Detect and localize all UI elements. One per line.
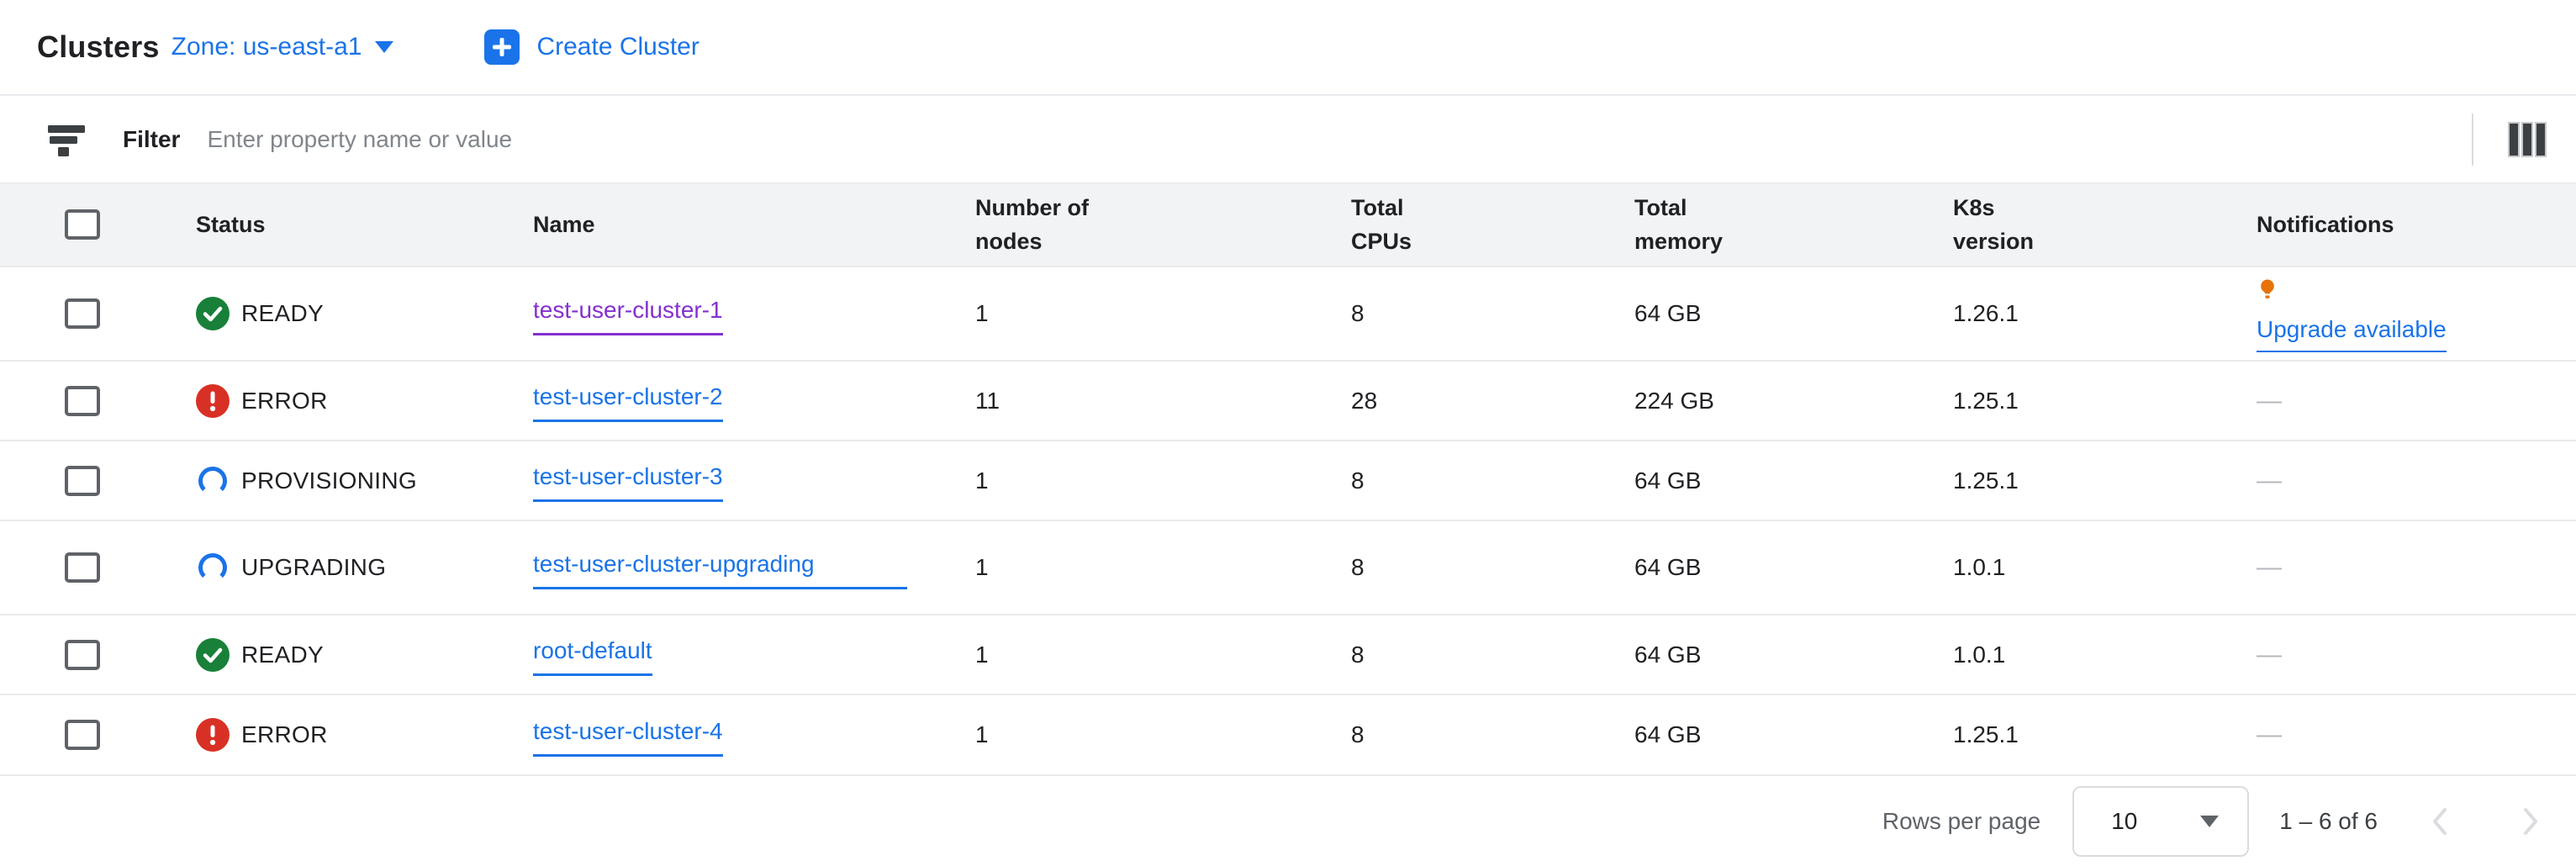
column-header-k8s: K8s version <box>1953 194 2035 255</box>
column-header-name: Name <box>533 211 595 237</box>
nodes-value: 1 <box>975 467 989 494</box>
nodes-value: 1 <box>975 641 989 668</box>
create-cluster-label: Create Cluster <box>536 33 699 61</box>
memory-value: 224 GB <box>1634 387 1714 414</box>
no-notification-dash: — <box>2257 386 2282 415</box>
status-label: READY <box>241 641 324 668</box>
cluster-name-link[interactable]: test-user-cluster-1 <box>533 293 723 335</box>
column-display-button[interactable] <box>2507 121 2547 158</box>
select-all-checkbox[interactable] <box>65 209 100 240</box>
status-label: ERROR <box>241 721 328 747</box>
table-row: READY test-user-cluster-1 1 8 64 GB 1.26… <box>0 267 2576 362</box>
row-checkbox[interactable] <box>65 720 100 750</box>
status-label: PROVISIONING <box>241 467 417 494</box>
zone-selector[interactable]: Zone: us-east-a1 <box>172 33 394 61</box>
chevron-down-icon <box>2200 815 2220 827</box>
cluster-name-link[interactable]: root-default <box>533 633 652 676</box>
upgrade-available-link[interactable]: Upgrade available <box>2257 312 2447 352</box>
status-ready-icon <box>196 637 230 672</box>
k8s-version-value: 1.25.1 <box>1953 387 2019 414</box>
chevron-down-icon <box>375 41 394 53</box>
table-row: READY root-default 1 8 64 GB 1.0.1 — <box>0 615 2576 695</box>
status-error-icon <box>196 718 230 752</box>
chevron-left-icon <box>2433 807 2447 835</box>
page-title: Clusters <box>37 29 160 64</box>
column-header-cpus: Total CPUs <box>1351 194 1412 255</box>
memory-value: 64 GB <box>1634 467 1702 494</box>
filter-input[interactable] <box>207 125 2472 153</box>
no-notification-dash: — <box>2257 640 2282 668</box>
nodes-value: 11 <box>975 387 1000 414</box>
row-checkbox[interactable] <box>65 639 100 670</box>
row-checkbox[interactable] <box>65 385 100 416</box>
filter-bar: Filter <box>0 96 2576 183</box>
no-notification-dash: — <box>2257 466 2282 494</box>
no-notification-dash: — <box>2257 553 2282 581</box>
filterbar-divider <box>2472 113 2473 166</box>
table-row: ERROR test-user-cluster-4 1 8 64 GB 1.25… <box>0 695 2576 776</box>
status-ready-icon <box>196 297 230 330</box>
cpus-value: 8 <box>1351 300 1365 326</box>
filter-icon <box>47 122 86 157</box>
rows-per-page-value: 10 <box>2111 807 2138 834</box>
pagination-footer: Rows per page 10 1 – 6 of 6 <box>0 776 2576 866</box>
memory-value: 64 GB <box>1634 721 1702 747</box>
status-spinner-icon <box>196 464 230 498</box>
cluster-name-link[interactable]: test-user-cluster-2 <box>533 379 723 422</box>
row-checkbox[interactable] <box>65 298 100 329</box>
no-notification-dash: — <box>2257 721 2282 748</box>
memory-value: 64 GB <box>1634 641 1702 668</box>
cluster-name-link[interactable]: test-user-cluster-3 <box>533 459 723 502</box>
table-header-row: Status Name Number of nodes Total CPUs T… <box>0 183 2576 267</box>
k8s-version-value: 1.25.1 <box>1953 467 2019 494</box>
status-label: ERROR <box>241 387 328 414</box>
lightbulb-icon <box>2257 276 2278 310</box>
prev-page-button[interactable] <box>2426 803 2455 840</box>
nodes-value: 1 <box>975 721 989 747</box>
nodes-value: 1 <box>975 300 989 326</box>
clusters-header: Clusters Zone: us-east-a1 Create Cluster <box>0 0 2576 96</box>
next-page-button[interactable] <box>2515 803 2544 840</box>
k8s-version-value: 1.0.1 <box>1953 554 2006 580</box>
columns-icon <box>2508 121 2547 157</box>
status-error-icon <box>196 383 230 418</box>
k8s-version-value: 1.26.1 <box>1953 300 2019 326</box>
row-checkbox[interactable] <box>65 552 100 583</box>
add-box-icon <box>484 29 520 65</box>
cluster-name-link[interactable]: test-user-cluster-4 <box>533 714 723 757</box>
status-label: READY <box>241 300 324 326</box>
filter-label: Filter <box>123 125 181 152</box>
cpus-value: 8 <box>1351 641 1365 668</box>
status-label: UPGRADING <box>241 554 387 580</box>
cpus-value: 8 <box>1351 554 1365 580</box>
create-cluster-button[interactable]: Create Cluster <box>484 29 699 65</box>
table-row: UPGRADING test-user-cluster-upgrading 1 … <box>0 521 2576 615</box>
cluster-name-link[interactable]: test-user-cluster-upgrading <box>533 547 907 589</box>
column-header-status: Status <box>196 211 266 237</box>
row-checkbox[interactable] <box>65 465 100 496</box>
rows-per-page-label: Rows per page <box>1882 807 2041 834</box>
status-spinner-icon <box>196 551 230 584</box>
cpus-value: 8 <box>1351 467 1365 494</box>
chevron-right-icon <box>2524 807 2537 835</box>
memory-value: 64 GB <box>1634 554 1702 580</box>
column-header-nodes: Number of nodes <box>975 194 1089 255</box>
memory-value: 64 GB <box>1634 300 1702 326</box>
k8s-version-value: 1.0.1 <box>1953 641 2006 668</box>
page-range-label: 1 – 6 of 6 <box>2279 807 2378 834</box>
cpus-value: 28 <box>1351 387 1378 414</box>
column-header-notifications: Notifications <box>2257 211 2394 237</box>
nodes-value: 1 <box>975 554 989 580</box>
rows-per-page-select[interactable]: 10 <box>2072 785 2250 857</box>
k8s-version-value: 1.25.1 <box>1953 721 2019 747</box>
table-row: PROVISIONING test-user-cluster-3 1 8 64 … <box>0 441 2576 521</box>
column-header-memory: Total memory <box>1634 194 1723 255</box>
cpus-value: 8 <box>1351 721 1365 747</box>
table-row: ERROR test-user-cluster-2 11 28 224 GB 1… <box>0 362 2576 441</box>
zone-label: Zone: us-east-a1 <box>171 33 362 61</box>
